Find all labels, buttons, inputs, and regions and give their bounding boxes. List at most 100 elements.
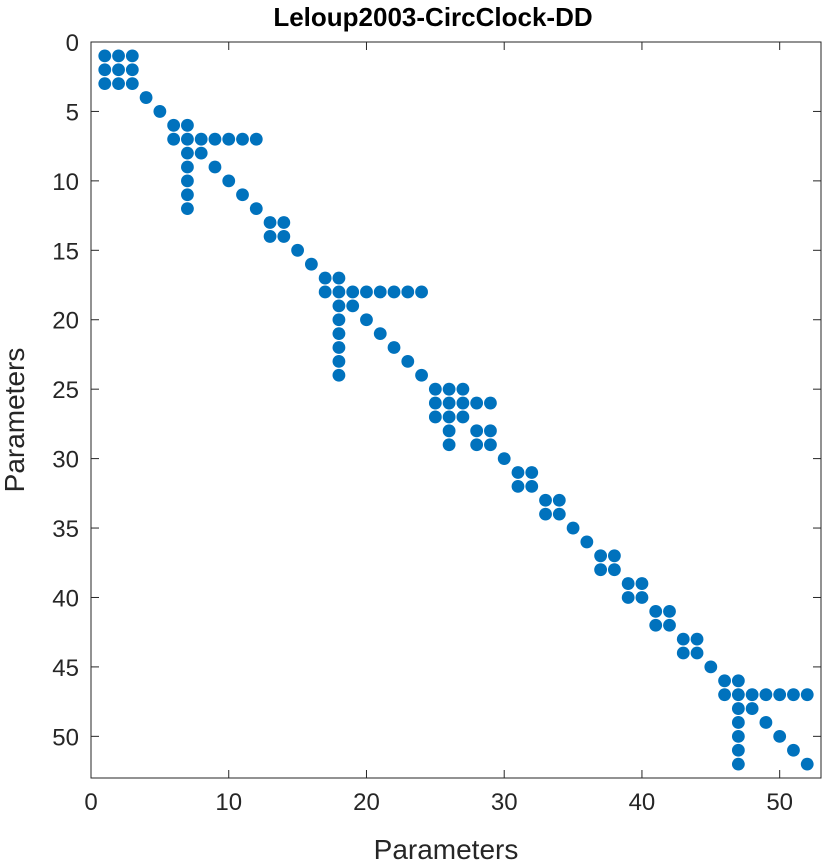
data-point	[373, 327, 387, 341]
data-point	[484, 438, 497, 452]
data-point	[511, 466, 525, 479]
data-point	[332, 368, 346, 382]
data-point	[291, 243, 304, 257]
data-point	[759, 716, 773, 729]
data-point	[676, 632, 690, 646]
data-point	[181, 188, 194, 202]
data-point	[525, 479, 539, 493]
data-point	[387, 285, 401, 299]
data-point	[663, 618, 676, 632]
data-point	[773, 688, 787, 702]
data-point	[332, 341, 346, 354]
data-point	[484, 396, 497, 410]
data-point	[731, 716, 745, 729]
data-point	[718, 674, 731, 688]
data-point	[318, 271, 332, 285]
data-point	[731, 743, 745, 757]
data-point	[222, 132, 236, 146]
data-point	[139, 91, 153, 104]
data-point	[112, 49, 125, 63]
data-point	[442, 438, 456, 452]
data-point	[745, 702, 759, 715]
data-point	[800, 688, 814, 702]
data-point	[428, 410, 442, 424]
data-point	[442, 396, 456, 410]
y-tick-label: 40	[52, 585, 79, 612]
y-tick-label: 0	[66, 30, 79, 57]
data-point	[346, 285, 360, 299]
data-point	[552, 507, 566, 521]
data-point	[194, 132, 208, 146]
data-point	[621, 591, 635, 604]
y-tick-label: 30	[52, 447, 79, 474]
data-point	[539, 493, 552, 507]
data-point	[194, 146, 208, 160]
data-point	[167, 118, 181, 132]
data-point	[181, 202, 194, 216]
data-point	[387, 341, 401, 354]
data-point	[332, 313, 346, 327]
data-point	[373, 285, 387, 299]
data-point	[181, 118, 194, 132]
data-point	[787, 688, 800, 702]
data-point	[456, 382, 470, 396]
data-point	[470, 424, 484, 438]
data-point	[249, 202, 263, 216]
data-point	[332, 271, 346, 285]
data-point	[277, 230, 291, 243]
data-point	[401, 285, 415, 299]
data-point	[649, 604, 663, 618]
data-point	[552, 493, 566, 507]
data-point	[332, 299, 346, 313]
data-point	[125, 49, 139, 63]
data-point	[167, 132, 181, 146]
x-tick-label: 40	[629, 789, 656, 816]
data-point	[112, 63, 125, 77]
x-tick-label: 20	[353, 789, 380, 816]
x-tick-label: 10	[215, 789, 242, 816]
data-point	[649, 618, 663, 632]
data-point	[484, 424, 497, 438]
y-tick-label: 50	[52, 724, 79, 751]
data-point	[401, 355, 415, 368]
data-point	[277, 216, 291, 229]
y-axis-label: Parameters	[0, 348, 30, 493]
data-point	[731, 729, 745, 743]
data-point	[731, 757, 745, 771]
data-point	[360, 285, 373, 299]
data-point	[690, 646, 704, 660]
data-point	[470, 396, 484, 410]
data-point	[304, 257, 318, 271]
data-point	[125, 63, 139, 77]
data-point	[635, 577, 649, 590]
data-point	[181, 174, 194, 188]
data-point	[608, 563, 621, 577]
data-point	[415, 368, 428, 382]
data-point	[800, 757, 814, 771]
data-point	[181, 132, 194, 146]
data-point	[318, 285, 332, 299]
data-point	[594, 549, 608, 563]
data-point	[263, 230, 277, 243]
plot-frame	[90, 41, 822, 779]
data-point	[539, 507, 552, 521]
data-point	[731, 702, 745, 715]
data-point	[98, 49, 112, 63]
data-point	[415, 285, 428, 299]
data-point	[621, 577, 635, 590]
data-point	[181, 146, 194, 160]
data-point	[773, 729, 787, 743]
data-point	[525, 466, 539, 479]
data-points	[98, 49, 814, 771]
data-point	[181, 160, 194, 174]
data-point	[690, 632, 704, 646]
data-point	[759, 688, 773, 702]
y-tick-label: 35	[52, 516, 79, 543]
data-point	[222, 174, 236, 188]
x-tick-label: 50	[766, 789, 793, 816]
y-tick-label: 15	[52, 238, 79, 265]
data-point	[511, 479, 525, 493]
